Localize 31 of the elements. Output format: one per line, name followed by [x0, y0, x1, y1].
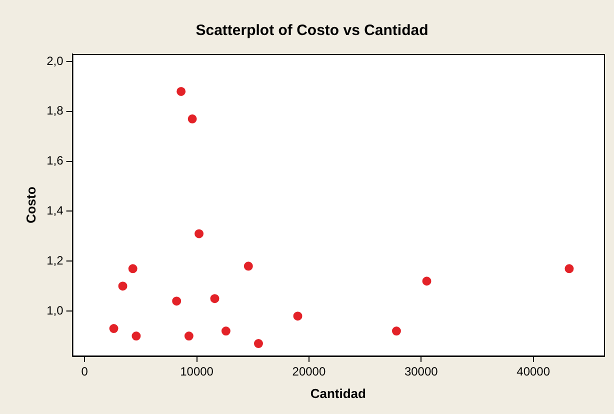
point — [221, 326, 230, 336]
point — [172, 296, 182, 306]
point — [109, 324, 118, 334]
point — [210, 294, 220, 304]
y-tick-label: 1,0 — [46, 303, 64, 318]
point — [422, 276, 432, 286]
y-tick-label: 1,6 — [46, 154, 64, 168]
x-tick-label: 40000 — [516, 364, 550, 379]
y-axis-title: Costo — [23, 186, 38, 224]
y-tick-label: 2,0 — [46, 54, 64, 68]
point — [184, 332, 194, 341]
point — [244, 262, 253, 271]
point — [176, 86, 186, 96]
point — [293, 312, 302, 321]
x-tick-label: 20000 — [292, 364, 326, 379]
x-axis-title: Cantidad — [310, 386, 366, 401]
point — [254, 339, 263, 348]
point — [392, 326, 401, 336]
x-tick-label: 0 — [81, 364, 88, 379]
point — [132, 332, 141, 341]
y-tick-label: 1,4 — [46, 204, 64, 218]
y-tick-label: 1,8 — [46, 104, 64, 118]
y-tick-label: 1,2 — [46, 253, 64, 268]
point — [118, 282, 128, 291]
point — [128, 264, 138, 274]
x-tick-label: 10000 — [180, 364, 214, 379]
point — [194, 229, 204, 238]
point — [564, 264, 574, 274]
chart-title: Scatterplot of Costo vs Cantidad — [196, 22, 428, 40]
x-tick-label: 30000 — [404, 364, 438, 379]
point — [188, 114, 197, 124]
